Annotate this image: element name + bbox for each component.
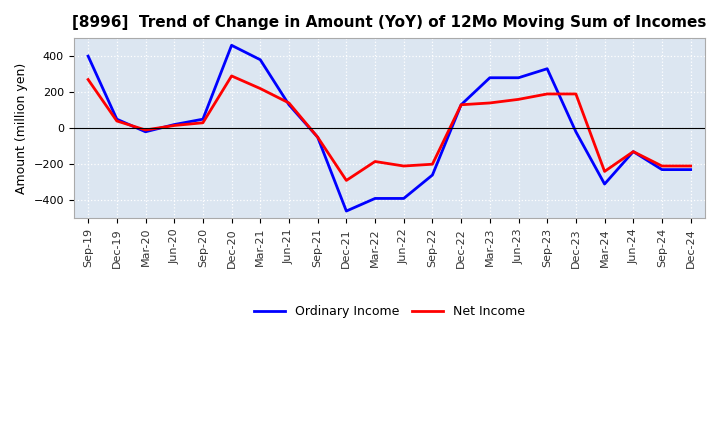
- Net Income: [485, 100, 494, 106]
- Ordinary Income: [141, 129, 150, 135]
- Net Income: [428, 161, 437, 167]
- Line: Ordinary Income: Ordinary Income: [88, 45, 690, 211]
- Net Income: [456, 102, 465, 107]
- Net Income: [313, 135, 322, 140]
- Ordinary Income: [228, 43, 236, 48]
- Legend: Ordinary Income, Net Income: Ordinary Income, Net Income: [248, 300, 530, 323]
- Net Income: [141, 127, 150, 132]
- Ordinary Income: [284, 102, 293, 107]
- Net Income: [514, 97, 523, 102]
- Ordinary Income: [199, 117, 207, 122]
- Net Income: [400, 163, 408, 169]
- Net Income: [112, 118, 121, 124]
- Ordinary Income: [170, 122, 179, 127]
- Net Income: [228, 73, 236, 79]
- Ordinary Income: [456, 102, 465, 107]
- Net Income: [657, 163, 666, 169]
- Ordinary Income: [485, 75, 494, 81]
- Ordinary Income: [84, 54, 92, 59]
- Ordinary Income: [256, 57, 264, 62]
- Net Income: [371, 159, 379, 164]
- Ordinary Income: [657, 167, 666, 172]
- Ordinary Income: [400, 196, 408, 201]
- Ordinary Income: [686, 167, 695, 172]
- Net Income: [284, 100, 293, 106]
- Ordinary Income: [514, 75, 523, 81]
- Net Income: [342, 178, 351, 183]
- Ordinary Income: [428, 172, 437, 178]
- Net Income: [572, 92, 580, 97]
- Ordinary Income: [572, 129, 580, 135]
- Net Income: [686, 163, 695, 169]
- Net Income: [256, 86, 264, 91]
- Ordinary Income: [112, 117, 121, 122]
- Net Income: [84, 77, 92, 82]
- Net Income: [543, 92, 552, 97]
- Net Income: [629, 149, 638, 154]
- Ordinary Income: [342, 209, 351, 214]
- Ordinary Income: [313, 135, 322, 140]
- Net Income: [199, 120, 207, 125]
- Y-axis label: Amount (million yen): Amount (million yen): [15, 62, 28, 194]
- Title: [8996]  Trend of Change in Amount (YoY) of 12Mo Moving Sum of Incomes: [8996] Trend of Change in Amount (YoY) o…: [72, 15, 706, 30]
- Ordinary Income: [543, 66, 552, 71]
- Net Income: [170, 123, 179, 128]
- Ordinary Income: [629, 149, 638, 154]
- Net Income: [600, 169, 609, 174]
- Line: Net Income: Net Income: [88, 76, 690, 180]
- Ordinary Income: [600, 181, 609, 187]
- Ordinary Income: [371, 196, 379, 201]
